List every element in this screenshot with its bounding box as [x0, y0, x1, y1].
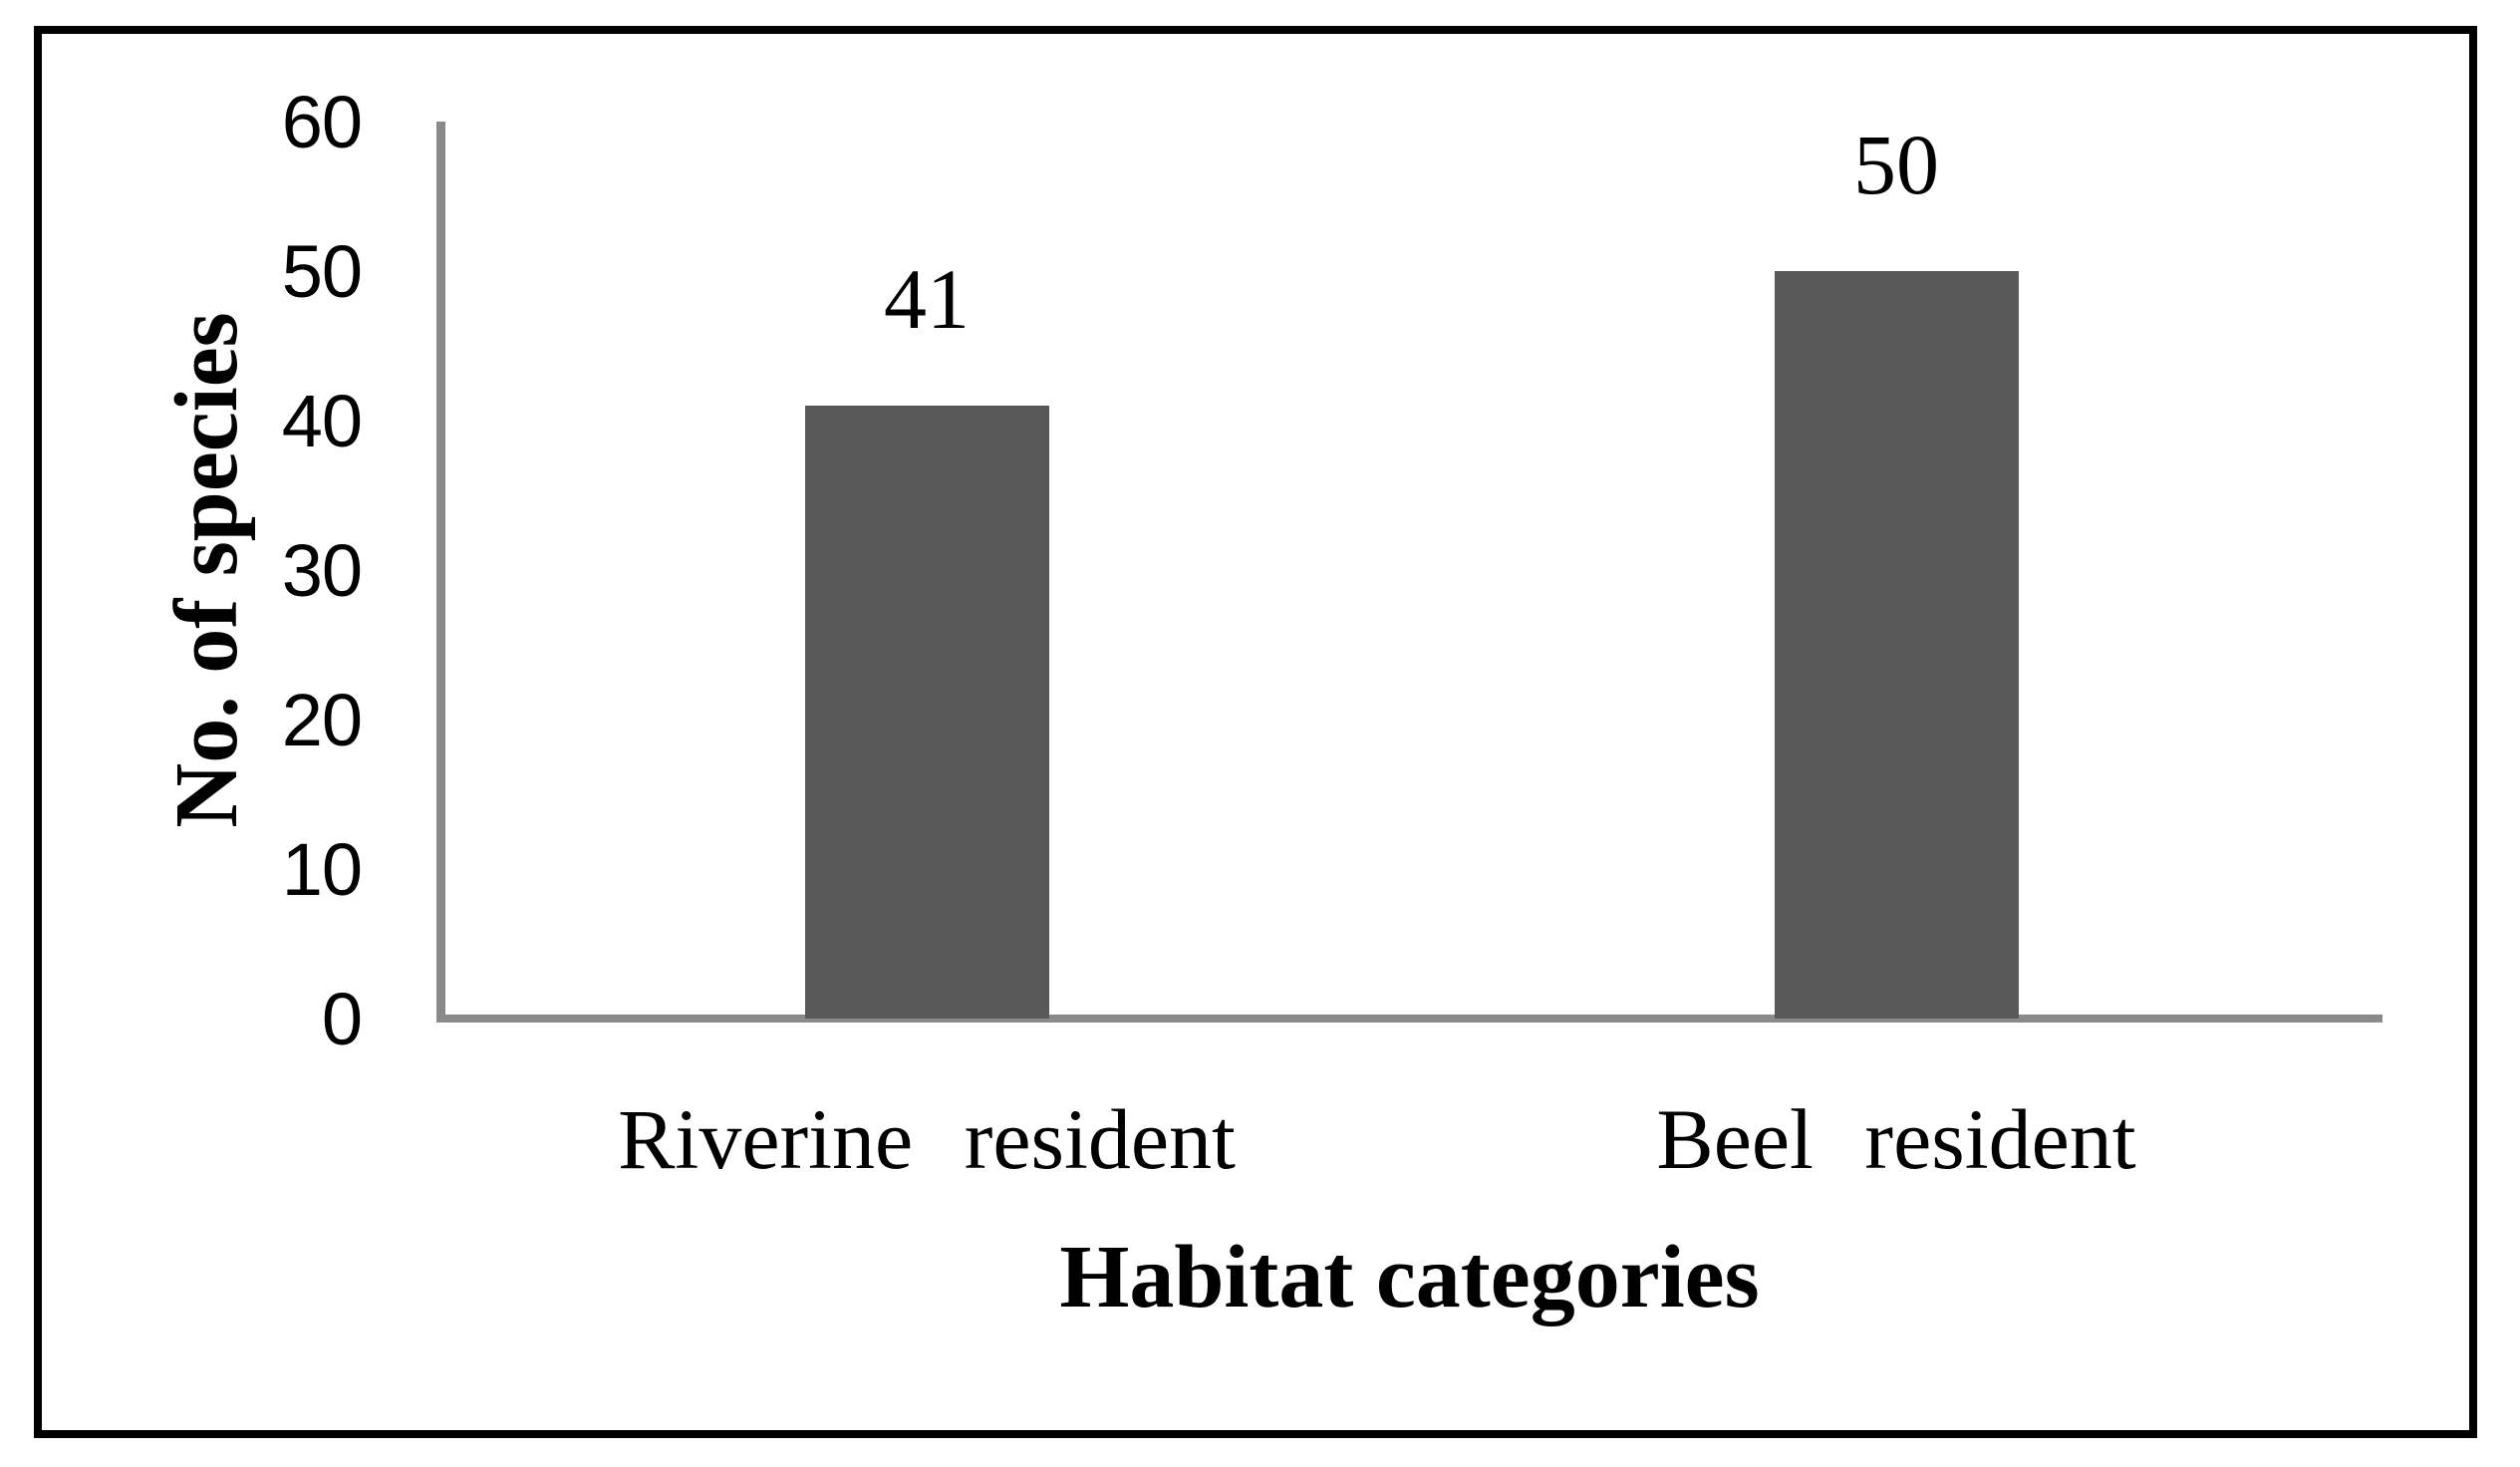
bar-riverine-resident	[804, 406, 1049, 1019]
category-label-riverine-resident: Riverine resident	[618, 1091, 1236, 1187]
bar-beel-resident	[1774, 271, 2019, 1019]
x-axis-title: Habitat categories	[1059, 1228, 1760, 1326]
y-tick-label-60: 60	[281, 81, 363, 163]
y-tick-label-50: 50	[281, 230, 363, 313]
y-axis-line	[436, 122, 445, 1023]
category-label-beel-resident: Beel resident	[1656, 1091, 2136, 1187]
bar-value-label-riverine-resident: 41	[884, 251, 970, 347]
chart-border-frame	[34, 26, 2477, 1438]
x-axis-line	[436, 1015, 2382, 1023]
y-tick-label-0: 0	[321, 978, 363, 1060]
y-tick-label-40: 40	[281, 380, 363, 462]
y-tick-label-30: 30	[281, 529, 363, 612]
bar-value-label-beel-resident: 50	[1853, 117, 1939, 212]
y-tick-label-10: 10	[281, 828, 363, 911]
y-tick-label-20: 20	[281, 679, 363, 761]
